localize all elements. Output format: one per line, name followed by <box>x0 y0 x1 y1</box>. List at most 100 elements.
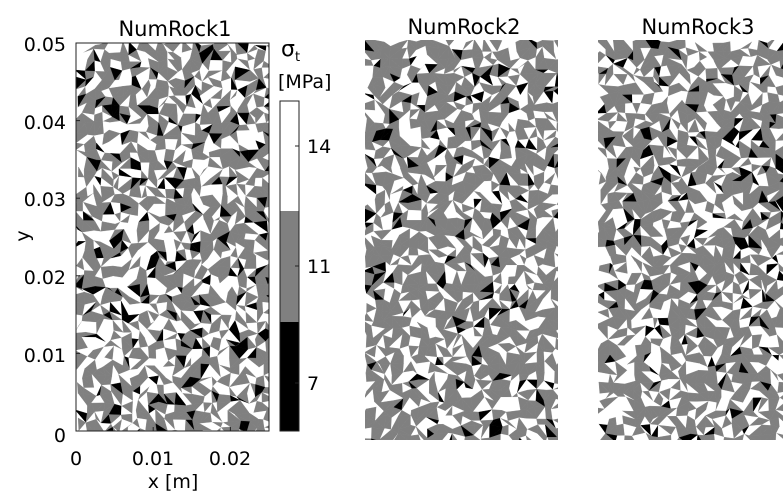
mesh-cell <box>78 430 80 431</box>
mesh-cell <box>192 438 205 449</box>
mesh-cell <box>144 430 146 431</box>
mesh-cell <box>565 361 575 370</box>
mesh-cell <box>565 219 570 232</box>
mesh-cell <box>82 439 95 451</box>
mesh-cell <box>500 433 506 440</box>
mesh-cell <box>560 86 572 91</box>
mesh-cell <box>273 330 280 343</box>
mesh-cell <box>566 348 574 355</box>
mesh-cell <box>427 446 436 453</box>
mesh-cell <box>561 379 571 389</box>
mesh-cell <box>268 431 277 439</box>
mesh-cell <box>263 363 269 376</box>
mesh-cell <box>562 263 570 273</box>
mesh-cell <box>263 360 269 367</box>
mesh-cell <box>264 199 269 209</box>
mesh-cell <box>264 164 269 172</box>
mesh-cell <box>271 438 285 450</box>
mesh-cell <box>232 440 240 446</box>
mesh-cell <box>226 440 237 448</box>
mesh-cell <box>565 231 571 238</box>
mesh-cell <box>562 399 574 408</box>
mesh-cell <box>156 430 165 431</box>
mesh-cell <box>775 86 783 96</box>
mesh-cell <box>263 358 269 365</box>
mesh-cell <box>264 427 269 431</box>
mesh-cell <box>436 446 448 457</box>
mesh-cell <box>139 428 146 431</box>
mesh-cell <box>554 364 558 373</box>
mesh-cell <box>555 337 558 350</box>
mesh-panel-numrock2 <box>365 40 575 457</box>
mesh-cell <box>561 445 574 457</box>
mesh-cell <box>211 427 222 431</box>
mesh-cell <box>562 373 572 385</box>
mesh-cell <box>484 443 490 454</box>
mesh-cell <box>402 446 412 456</box>
mesh-cell <box>216 427 222 431</box>
mesh-cell <box>525 447 536 456</box>
mesh-cell <box>561 317 574 325</box>
mesh-cell <box>564 437 574 445</box>
mesh-cell <box>555 436 558 440</box>
mesh-cell <box>564 304 573 313</box>
mesh-cell <box>561 147 570 160</box>
mesh-cell <box>556 245 558 248</box>
mesh-cell <box>93 418 104 431</box>
mesh-cell <box>263 372 269 378</box>
mesh-cell <box>184 419 195 431</box>
mesh-cell <box>112 426 118 431</box>
panel-title-numrock3: NumRock3 <box>641 15 754 39</box>
mesh-cell <box>480 438 484 440</box>
mesh-cell <box>554 369 558 373</box>
mesh-cell <box>457 448 463 452</box>
mesh-cell <box>561 273 570 281</box>
mesh-cell <box>462 442 474 452</box>
mesh-cell <box>555 267 558 272</box>
mesh-cell <box>529 445 538 452</box>
mesh-cell <box>561 194 573 201</box>
mesh-cell <box>561 237 572 248</box>
mesh-cell <box>564 299 573 311</box>
mesh-cell <box>563 110 575 121</box>
mesh-cell <box>561 281 569 294</box>
mesh-cell <box>552 419 558 429</box>
mesh-cell <box>451 433 466 440</box>
mesh-cell <box>565 354 575 366</box>
mesh-cell <box>551 448 561 457</box>
mesh-cell <box>556 121 558 131</box>
mesh-cell <box>555 58 558 70</box>
mesh-cell <box>464 436 471 440</box>
mesh-cell <box>780 64 783 70</box>
mesh-cell <box>82 437 95 450</box>
mesh-cell <box>157 438 165 445</box>
mesh-cell <box>562 173 574 186</box>
mesh-cell <box>537 433 544 440</box>
mesh-cell <box>262 308 269 315</box>
mesh-cell <box>565 415 573 427</box>
mesh-cell <box>560 237 572 248</box>
mesh-cell <box>271 409 280 420</box>
mesh-cell <box>561 208 569 220</box>
mesh-cell <box>560 40 572 52</box>
mesh-cell <box>174 429 180 431</box>
mesh-panel-numrock1 <box>76 43 285 451</box>
mesh-cell <box>546 448 552 457</box>
mesh-cell <box>447 448 458 457</box>
mesh-cell <box>560 87 572 92</box>
mesh-cell <box>501 443 509 456</box>
mesh-cell <box>462 442 475 456</box>
mesh-cell <box>176 433 185 442</box>
mesh-cell <box>474 442 484 454</box>
mesh-cell <box>266 44 269 49</box>
mesh-cell <box>254 439 268 450</box>
mesh-cell <box>519 435 528 440</box>
mesh-cell <box>442 432 449 440</box>
mesh-cell <box>265 321 269 327</box>
mesh-cell <box>191 430 195 431</box>
mesh-cell <box>114 437 121 449</box>
mesh-cell <box>562 131 572 141</box>
mesh-cell <box>563 186 574 195</box>
mesh-cell <box>193 430 195 431</box>
mesh-cell <box>263 312 269 322</box>
